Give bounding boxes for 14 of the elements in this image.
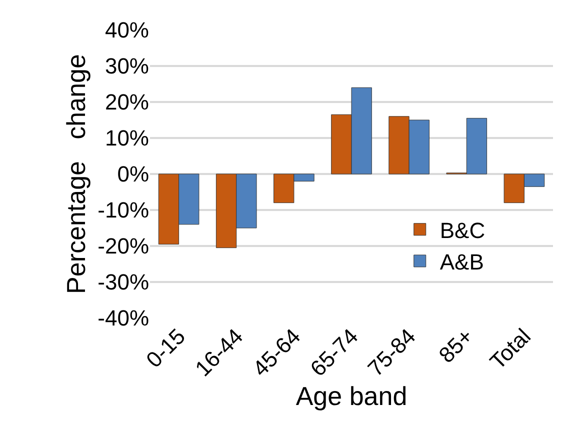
- legend-label: A&B: [440, 250, 484, 275]
- x-axis-title: Age band: [296, 381, 408, 412]
- y-tick-label: 0%: [117, 162, 149, 187]
- legend-label: B&C: [440, 218, 486, 243]
- y-tick-label: 10%: [104, 126, 149, 151]
- x-tick-label: 85+: [434, 324, 478, 368]
- y-tick-label: 20%: [104, 90, 149, 115]
- y-tick-label: -20%: [98, 234, 149, 259]
- y-tick-label: -10%: [98, 198, 149, 223]
- y-tick-label: -30%: [98, 270, 149, 295]
- y-tick-label: 40%: [104, 18, 149, 43]
- y-tick-label: 30%: [104, 54, 149, 79]
- y-tick-label: -40%: [98, 306, 149, 331]
- y-axis-title: Percentage change: [61, 54, 92, 294]
